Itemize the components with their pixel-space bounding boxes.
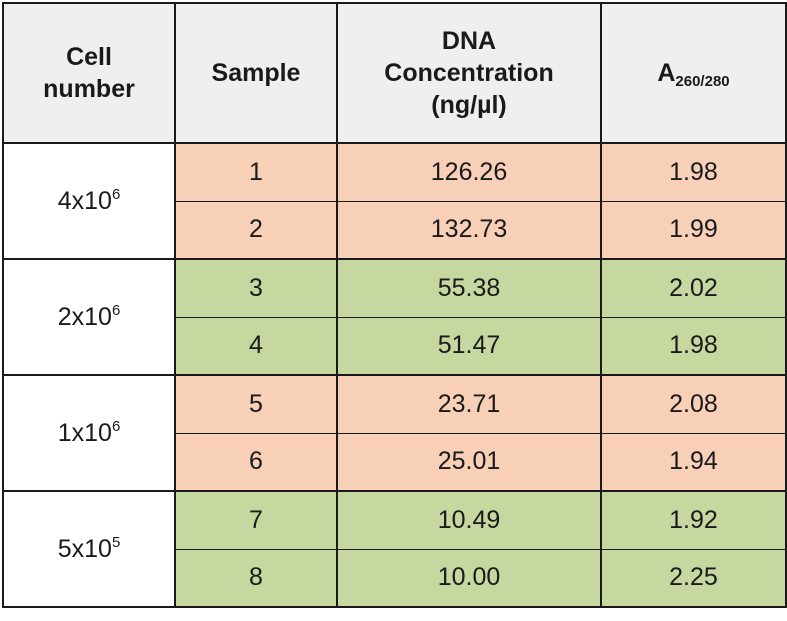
table-row: 4 51.47 1.98 [3, 316, 787, 376]
ratio-cell: 2.02 [600, 258, 787, 318]
sample-cell: 5 [174, 374, 338, 434]
ratio-cell: 1.94 [600, 432, 787, 492]
header-dna-concentration: DNA Concentration (ng/µl) [336, 2, 602, 144]
table-row: 1x106 5 23.71 2.08 [2, 374, 787, 492]
concentration-cell: 55.38 [336, 258, 602, 318]
sample-cell: 4 [174, 316, 338, 376]
ratio-cell: 1.98 [600, 316, 787, 376]
sample-cell: 8 [174, 548, 338, 608]
ratio-cell: 2.08 [600, 374, 787, 434]
sample-cell: 2 [174, 200, 338, 260]
ratio-cell: 1.98 [600, 142, 787, 202]
table-row: 6 25.01 1.94 [3, 432, 787, 492]
sample-cell: 7 [174, 490, 338, 550]
table-row: 2 132.73 1.99 [3, 200, 787, 260]
table-row: 8 10.00 2.25 [3, 548, 787, 608]
cell-number-group-3: 1x106 [2, 374, 176, 492]
dna-results-table: Cell number Sample DNA Concentration (ng… [2, 2, 787, 608]
concentration-cell: 10.49 [336, 490, 602, 550]
sample-cell: 3 [174, 258, 338, 318]
cell-number-group-2: 2x106 [2, 258, 176, 376]
header-cell-number: Cell number [2, 2, 176, 144]
ratio-cell: 1.92 [600, 490, 787, 550]
sample-cell: 6 [174, 432, 338, 492]
concentration-cell: 126.26 [336, 142, 602, 202]
cell-number-group-4: 5x105 [2, 490, 176, 608]
ratio-cell: 2.25 [600, 548, 787, 608]
cell-number-group-1: 4x106 [2, 142, 176, 260]
concentration-cell: 10.00 [336, 548, 602, 608]
header-sample: Sample [174, 2, 338, 144]
table-row: 2x106 3 55.38 2.02 [2, 258, 787, 376]
sample-cell: 1 [174, 142, 338, 202]
table-row: 4x106 1 126.26 1.98 [2, 142, 787, 260]
concentration-cell: 23.71 [336, 374, 602, 434]
concentration-cell: 132.73 [336, 200, 602, 260]
concentration-cell: 51.47 [336, 316, 602, 376]
table-row: 5x105 7 10.49 1.92 [2, 490, 787, 608]
header-absorbance-ratio: A260/280 [600, 2, 787, 144]
concentration-cell: 25.01 [336, 432, 602, 492]
ratio-cell: 1.99 [600, 200, 787, 260]
header-row: Cell number Sample DNA Concentration (ng… [2, 2, 787, 144]
